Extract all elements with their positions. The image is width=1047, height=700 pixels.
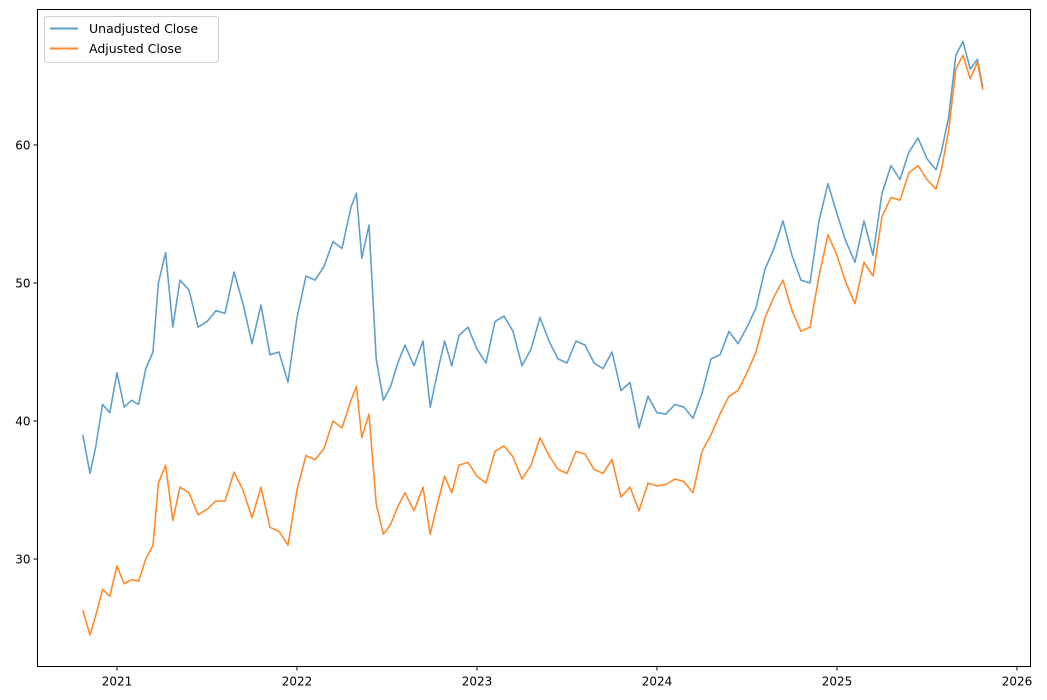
legend: Unadjusted Close Adjusted Close (44, 16, 219, 63)
series-layer (82, 40, 984, 636)
x-tick-label: 2026 (1002, 675, 1033, 689)
series-line-unadjusted-close (82, 40, 984, 475)
y-axis: 30 40 50 60 (15, 139, 38, 567)
y-tick-label: 60 (15, 139, 30, 153)
x-tick-label: 2022 (282, 675, 313, 689)
y-tick-label: 40 (15, 415, 30, 429)
y-tick-label: 30 (15, 553, 30, 567)
x-tick-label: 2025 (822, 675, 853, 689)
x-tick-label: 2023 (462, 675, 493, 689)
legend-label-unadjusted-close: Unadjusted Close (89, 21, 198, 36)
series-line-adjusted-close (82, 54, 984, 636)
legend-label-adjusted-close: Adjusted Close (89, 41, 182, 56)
legend-box (44, 16, 219, 63)
x-tick-label: 2024 (642, 675, 673, 689)
y-tick-label: 50 (15, 277, 30, 291)
x-tick-label: 2021 (102, 675, 133, 689)
x-axis: 2021 2022 2023 2024 2025 2026 (102, 666, 1033, 689)
